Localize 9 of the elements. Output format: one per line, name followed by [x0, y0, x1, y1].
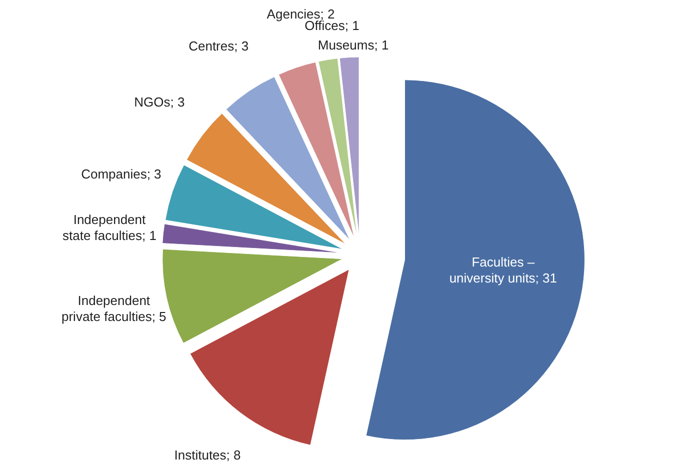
slice-label: Institutes; 8 — [174, 448, 241, 463]
slice-label: Agencies; 2 — [266, 6, 335, 22]
slice-label: Independent state faculties; 1 — [62, 212, 156, 243]
slice-label: NGOs; 3 — [134, 94, 185, 110]
slice-label: Museums; 1 — [318, 37, 389, 52]
slice-label: Independent private faculties; 5 — [62, 293, 166, 324]
slice-label: Companies; 3 — [81, 166, 162, 182]
slice-label: Centres; 3 — [188, 38, 249, 54]
slice-label: Faculties – university units; 31 — [449, 254, 557, 286]
